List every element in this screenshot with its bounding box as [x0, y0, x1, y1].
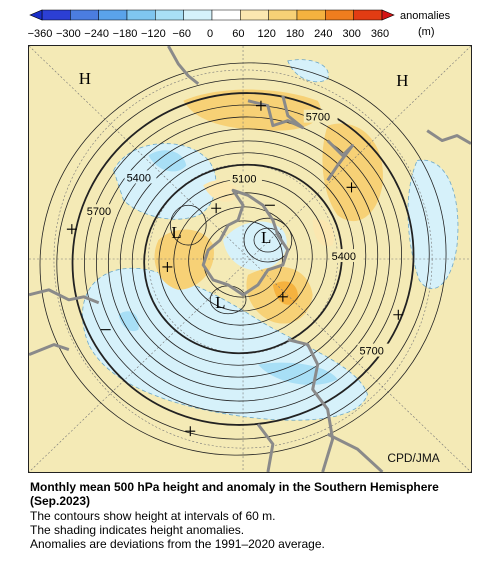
colorbar-tick-label: −300: [56, 28, 81, 40]
colorbar-cell: [325, 9, 354, 21]
colorbar-cell: [98, 9, 128, 21]
contour-label-5100: 5100: [232, 173, 256, 185]
high-label-right: H: [396, 71, 408, 90]
colorbar-tick-label: 300: [342, 28, 360, 40]
credit-label: CPD/JMA: [387, 451, 439, 465]
colorbar-cell: [296, 9, 326, 21]
anomaly-colorbar: −360 −300 −240 −180 −120 −60 0 60 120 180 240 300 36…: [28, 9, 451, 40]
colorbar-cell: [240, 9, 269, 21]
colorbar-tick-label: 240: [314, 28, 332, 40]
colorbar-tick-label: −240: [84, 28, 109, 40]
low-label-south: L: [215, 293, 225, 312]
caption-title: Monthly mean 500 hPa height and anomaly …: [30, 480, 439, 508]
low-label-center: L: [261, 228, 271, 247]
caption-contour-note: The contours show height at intervals of…: [30, 509, 276, 523]
contour-label-5700-west: 5700: [87, 206, 111, 218]
colorbar-cell: [211, 9, 241, 21]
colorbar-tick-label: 180: [286, 28, 304, 40]
colorbar-cell: [183, 9, 213, 21]
low-label-west: L: [171, 223, 181, 242]
colorbar-tick-label: −60: [172, 28, 191, 40]
colorbar-tick-label: −180: [113, 28, 138, 40]
hemisphere-map: H H L L L 5700 5400 5100 5700 5400 5700 …: [28, 45, 472, 473]
caption-anomaly-note: Anomalies are deviations from the 1991–2…: [30, 537, 325, 551]
colorbar-ticks: −360 −300 −240 −180 −120 −60 0 60 120 180 240 300 36…: [28, 28, 390, 40]
anomaly-markers: [66, 100, 404, 437]
caption-shading-note: The shading indicates height anomalies.: [30, 523, 245, 537]
colorbar-cell: [41, 9, 71, 21]
continent-outlines: [29, 46, 471, 472]
colorbar-cell: [155, 9, 184, 21]
colorbar-tick-label: 360: [371, 28, 389, 40]
colorbar-cell: [353, 9, 383, 21]
colorbar-cells: [41, 9, 383, 21]
colorbar-tick-label: 60: [232, 28, 244, 40]
colorbar-cell: [268, 9, 298, 21]
colorbar-unit-label: anomalies: [400, 10, 451, 22]
colorbar-tick-label: 120: [257, 28, 275, 40]
contour-label-5400-east: 5400: [332, 251, 356, 263]
colorbar-tick-label: 0: [207, 28, 213, 40]
colorbar-right-arrow: [381, 9, 395, 21]
negative-anomaly-shading: [82, 59, 459, 421]
contour-label-5700-north: 5700: [306, 112, 330, 124]
colorbar-unit: (m): [418, 26, 435, 38]
height-contours: [39, 62, 447, 456]
colorbar-cell: [70, 9, 99, 21]
colorbar-tick-label: −360: [28, 28, 53, 40]
colorbar-tick-label: −120: [141, 28, 166, 40]
colorbar-left-arrow: [29, 9, 43, 21]
colorbar-cell: [126, 9, 156, 21]
contour-label-5700-southeast: 5700: [359, 346, 383, 358]
contour-value-labels: 5700 5400 5100 5700 5400 5700: [84, 109, 390, 358]
contour-label-5400-northwest: 5400: [127, 172, 151, 184]
high-label-left: H: [79, 69, 91, 88]
